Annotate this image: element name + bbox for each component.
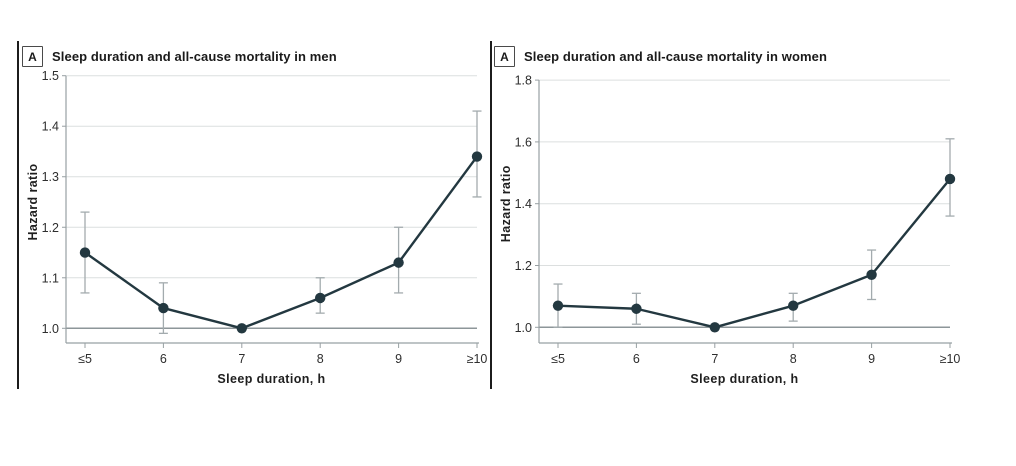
y-tick-label: 1.0 (42, 322, 59, 336)
x-tick-label: 7 (711, 352, 718, 366)
data-point (315, 292, 326, 304)
x-tick-label: 8 (317, 352, 324, 366)
x-tick-label: 8 (790, 352, 797, 366)
x-tick-label: 9 (868, 352, 875, 366)
panel-label-box: A (494, 46, 515, 67)
x-tick-label: 9 (395, 352, 402, 366)
x-tick-label: ≥10 (467, 352, 488, 366)
y-tick-label: 1.6 (515, 135, 532, 149)
y-tick-label: 1.2 (42, 221, 59, 235)
data-point (236, 323, 247, 334)
data-point (788, 300, 799, 311)
panel-header-men: A Sleep duration and all-cause mortality… (22, 46, 337, 67)
data-point (393, 257, 404, 268)
y-axis-title: Hazard ratio (499, 165, 513, 242)
x-tick-label: ≥10 (940, 352, 961, 366)
trend-line (84, 155, 478, 330)
data-point (944, 173, 956, 185)
data-point (631, 303, 642, 314)
x-tick-label: 6 (633, 352, 640, 366)
chart-men: 1.0 1.1 1.2 1.3 1.4 1.5 ≤5 6 7 8 9 ≥10 Sleep duratio… (26, 69, 488, 386)
data-point (79, 247, 91, 258)
x-axis-title: Sleep duration, h (690, 372, 798, 386)
panel-title: Sleep duration and all-cause mortality i… (52, 49, 337, 64)
y-axis-title: Hazard ratio (26, 163, 40, 240)
data-point (471, 151, 483, 162)
x-tick-label: 6 (160, 352, 167, 366)
panel-header-women: A Sleep duration and all-cause mortality… (494, 46, 827, 67)
panel-label-box: A (22, 46, 43, 67)
panel-divider-left (17, 41, 19, 389)
y-tick-label: 1.2 (515, 259, 532, 273)
x-tick-label: ≤5 (551, 352, 565, 366)
y-tick-label: 1.4 (515, 197, 532, 211)
y-tick-label: 1.3 (42, 170, 59, 184)
data-point (866, 269, 877, 280)
y-tick-label: 1.5 (42, 69, 59, 83)
y-tick-label: 1.1 (42, 271, 59, 285)
data-point (709, 322, 720, 333)
y-tick-label: 1.0 (515, 321, 532, 335)
data-point (158, 302, 169, 314)
x-tick-label: 7 (238, 352, 245, 366)
y-tick-label: 1.8 (515, 74, 532, 88)
chart-women: 1.0 1.2 1.4 1.6 1.8 ≤5 6 7 8 9 ≥10 Sleep duration, … (499, 74, 961, 386)
panel-divider-middle (490, 41, 492, 389)
data-point (552, 300, 564, 311)
x-axis-title: Sleep duration, h (217, 372, 325, 386)
trend-line (557, 178, 951, 329)
x-tick-label: ≤5 (78, 352, 92, 366)
panel-title: Sleep duration and all-cause mortality i… (524, 49, 828, 64)
y-tick-label: 1.4 (42, 120, 59, 134)
